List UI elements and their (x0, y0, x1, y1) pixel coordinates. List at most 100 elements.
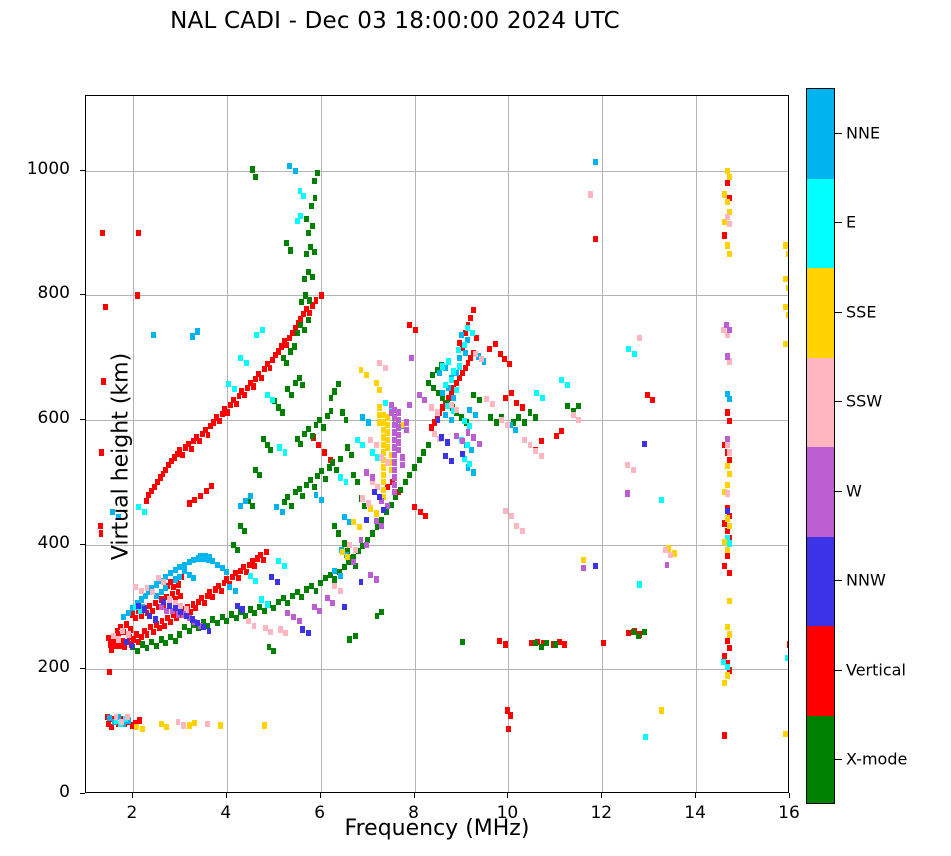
echo-point (720, 327, 726, 334)
colorbar-segment-nne[interactable] (807, 89, 834, 179)
echo-point (642, 733, 648, 740)
echo-point (294, 329, 300, 336)
echo-point (721, 232, 727, 239)
echo-point (377, 387, 383, 394)
echo-point (117, 642, 123, 649)
colorbar-segment-vertical[interactable] (807, 626, 834, 716)
colorbar-segment-sse[interactable] (807, 268, 834, 358)
echo-point (280, 354, 286, 361)
echo-point (644, 392, 650, 399)
echo-point (229, 611, 234, 618)
echo-point (459, 369, 465, 376)
echo-point (275, 557, 281, 565)
echo-point (287, 162, 293, 169)
echo-point (454, 433, 460, 440)
echo-point (120, 627, 126, 634)
echo-point (576, 416, 582, 424)
y-axis-tick (80, 294, 85, 296)
echo-point (119, 718, 125, 725)
echo-point (461, 418, 467, 425)
echo-point (97, 522, 103, 530)
echo-point (274, 504, 279, 511)
echo-point (448, 458, 454, 465)
echo-point (473, 411, 478, 419)
colorbar[interactable] (806, 88, 835, 804)
echo-point (322, 575, 328, 582)
echo-point (98, 530, 104, 537)
echo-point (785, 312, 788, 319)
echo-point (247, 379, 253, 386)
echo-point (306, 317, 311, 324)
echo-point (379, 516, 385, 523)
echo-point (311, 603, 317, 611)
echo-point (250, 383, 256, 390)
echo-point (197, 438, 203, 445)
echo-point (261, 365, 267, 373)
colorbar-segment-x-mode[interactable] (807, 715, 834, 803)
echo-point (324, 413, 330, 420)
echo-point (205, 431, 211, 439)
echo-point (135, 647, 141, 654)
echo-point (277, 626, 283, 633)
echo-point (520, 527, 525, 535)
echo-point (593, 236, 599, 243)
colorbar-segment-w[interactable] (807, 447, 834, 537)
echo-point (239, 388, 245, 395)
echo-point (349, 451, 355, 459)
colorbar-segment-ssw[interactable] (807, 357, 834, 447)
echo-point (158, 596, 164, 603)
echo-point (242, 392, 248, 399)
echo-point (421, 449, 427, 456)
echo-point (198, 622, 203, 629)
x-axis-tick-label: 10 (496, 803, 519, 823)
echo-point (234, 602, 240, 609)
echo-point (238, 502, 244, 510)
echo-point (133, 615, 139, 622)
echo-point (163, 466, 169, 474)
echo-point (312, 195, 318, 202)
colorbar-segment-e[interactable] (807, 178, 834, 268)
echo-point (392, 481, 398, 488)
echo-point (538, 438, 544, 445)
echo-point (153, 621, 159, 628)
echo-point (167, 596, 172, 603)
echo-point (396, 431, 402, 439)
echo-point (311, 248, 317, 255)
echo-point (264, 392, 270, 399)
echo-point (116, 514, 122, 521)
echo-point (319, 292, 325, 299)
echo-point (727, 522, 733, 530)
echo-point (189, 333, 195, 340)
echo-point (280, 595, 286, 602)
plot-area[interactable] (85, 95, 789, 793)
echo-point (630, 628, 636, 636)
echo-point (396, 439, 402, 446)
echo-point (125, 631, 131, 638)
echo-point (204, 592, 210, 599)
echo-point (155, 575, 161, 582)
y-axis-tick-label: 200 (37, 657, 70, 678)
colorbar-tick (835, 222, 842, 224)
echo-point (341, 514, 347, 521)
echo-point (321, 449, 327, 456)
echo-point (388, 466, 394, 474)
echo-point (423, 512, 429, 520)
echo-point (341, 564, 347, 571)
echo-point (360, 495, 366, 502)
echo-point (294, 217, 300, 224)
echo-point (381, 441, 386, 449)
echo-point (214, 414, 219, 421)
colorbar-label-nnw: NNW (846, 570, 886, 590)
colorbar-segment-nnw[interactable] (807, 536, 834, 626)
echo-point (328, 394, 334, 401)
echo-point (219, 565, 225, 572)
y-axis-tick-label: 400 (37, 532, 70, 553)
echo-point (256, 370, 262, 378)
echo-point (727, 449, 733, 456)
echo-point (381, 494, 386, 501)
data-points-layer (86, 96, 788, 792)
grid-line-vertical (132, 96, 134, 792)
echo-point (200, 623, 206, 631)
echo-point (158, 603, 164, 611)
echo-point (397, 486, 403, 493)
